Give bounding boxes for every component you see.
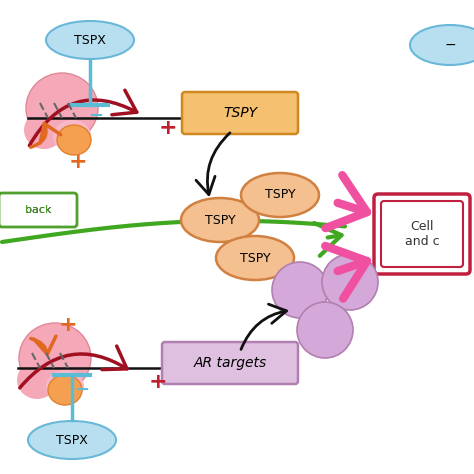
Text: back: back: [25, 205, 51, 215]
Text: TSPY: TSPY: [240, 252, 270, 264]
Text: TSPY: TSPY: [264, 189, 295, 201]
FancyBboxPatch shape: [374, 194, 470, 274]
Ellipse shape: [181, 198, 259, 242]
Ellipse shape: [46, 370, 84, 402]
Text: Cell
and c: Cell and c: [405, 220, 439, 248]
Circle shape: [297, 302, 353, 358]
Ellipse shape: [17, 361, 57, 399]
Text: −: −: [444, 38, 456, 52]
FancyBboxPatch shape: [0, 193, 77, 227]
Text: back: back: [25, 205, 51, 215]
Ellipse shape: [53, 120, 91, 152]
Ellipse shape: [28, 421, 116, 459]
Ellipse shape: [57, 125, 91, 155]
Text: +: +: [69, 152, 87, 172]
Text: −: −: [74, 381, 90, 399]
Ellipse shape: [216, 236, 294, 280]
Circle shape: [272, 262, 328, 318]
Ellipse shape: [410, 25, 474, 65]
Text: AR targets: AR targets: [193, 356, 266, 370]
FancyBboxPatch shape: [162, 342, 298, 384]
Circle shape: [322, 254, 378, 310]
Ellipse shape: [24, 111, 64, 149]
Text: +: +: [149, 372, 167, 392]
Text: TSPX: TSPX: [56, 434, 88, 447]
Ellipse shape: [26, 73, 98, 143]
Ellipse shape: [46, 21, 134, 59]
Ellipse shape: [19, 323, 91, 393]
Text: TSPY: TSPY: [205, 213, 235, 227]
Ellipse shape: [48, 375, 82, 405]
Text: TSPX: TSPX: [74, 34, 106, 46]
Text: −: −: [89, 107, 103, 125]
Text: TSPY: TSPY: [223, 106, 257, 120]
Text: +: +: [59, 315, 77, 335]
FancyBboxPatch shape: [182, 92, 298, 134]
Text: +: +: [159, 118, 177, 138]
Ellipse shape: [241, 173, 319, 217]
